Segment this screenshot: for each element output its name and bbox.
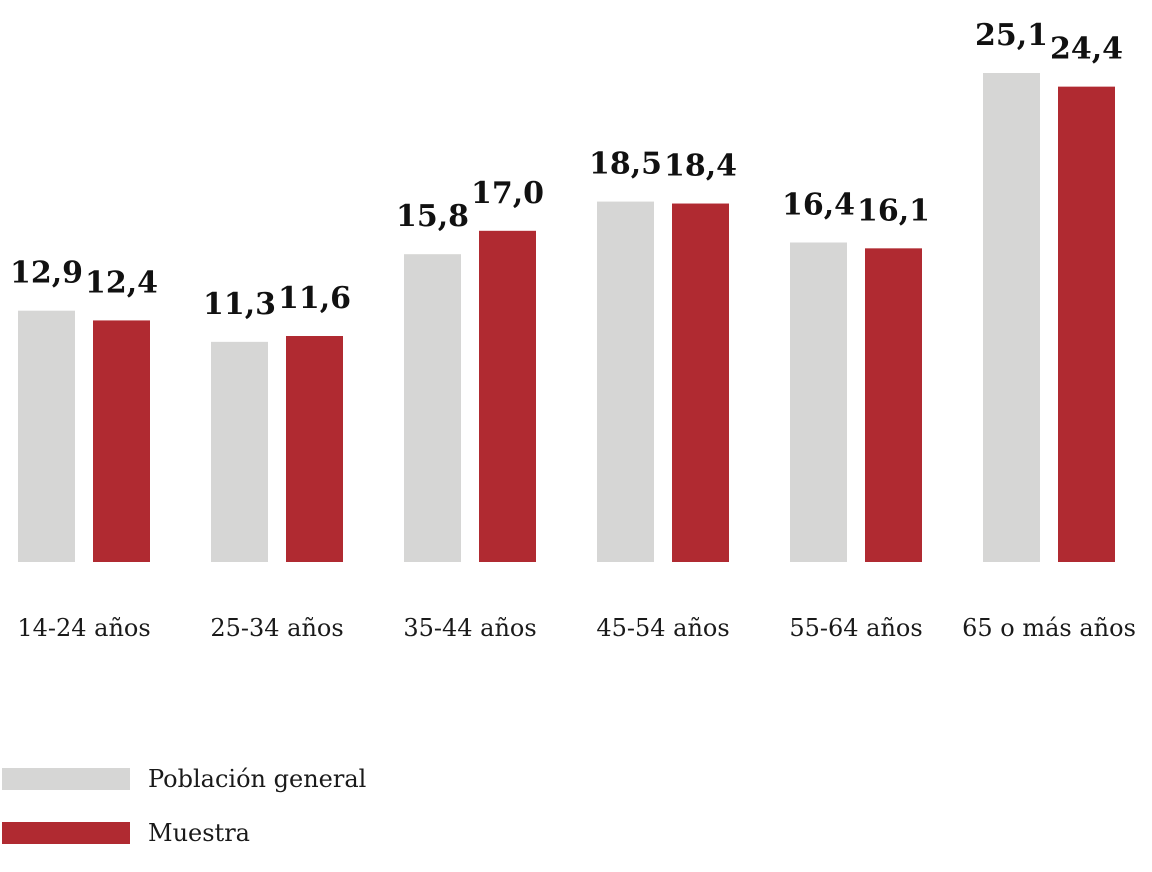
category-label-4: 55-64 años [789, 614, 922, 642]
value-label-poblacion-general-2: 15,8 [396, 199, 469, 234]
value-label-poblacion-general-0: 12,9 [10, 256, 83, 291]
category-label-0: 14-24 años [17, 614, 150, 642]
category-label-1: 25-34 años [210, 614, 343, 642]
legend-label-poblacion-general: Población general [148, 765, 367, 793]
bar-chart: 12,9 12,4 14-24 años 11,3 11,6 25-34 años 15,8… [10, 18, 1136, 642]
value-label-muestra-5: 24,4 [1050, 32, 1123, 67]
bar-poblacion-general-0 [18, 310, 75, 562]
bar-poblacion-general-5 [983, 73, 1040, 562]
category-label-3: 45-54 años [596, 614, 729, 642]
legend-label-muestra: Muestra [148, 819, 250, 847]
chart-legend: Población general Muestra [2, 764, 366, 872]
category-label-2: 35-44 años [403, 614, 536, 642]
legend-swatch-muestra [2, 822, 130, 844]
bar-poblacion-general-3 [597, 201, 654, 563]
value-label-poblacion-general-3: 18,5 [589, 147, 662, 182]
bar-muestra-5 [1058, 86, 1115, 562]
bar-muestra-2 [479, 230, 536, 562]
value-label-muestra-0: 12,4 [85, 265, 158, 300]
bar-poblacion-general-1 [211, 341, 268, 562]
bar-muestra-3 [672, 203, 729, 562]
value-label-muestra-2: 17,0 [471, 176, 544, 211]
legend-swatch-poblacion-general [2, 768, 130, 790]
value-label-muestra-3: 18,4 [664, 149, 737, 184]
value-label-poblacion-general-1: 11,3 [203, 287, 276, 322]
category-label-5: 65 o más años [962, 614, 1136, 642]
bar-muestra-1 [286, 336, 343, 562]
legend-item-poblacion-general: Población general [2, 764, 366, 794]
bar-muestra-4 [865, 248, 922, 563]
bar-muestra-0 [93, 320, 150, 562]
value-label-muestra-4: 16,1 [857, 193, 930, 228]
value-label-poblacion-general-4: 16,4 [782, 187, 855, 222]
value-label-poblacion-general-5: 25,1 [975, 18, 1048, 53]
bar-poblacion-general-4 [790, 242, 847, 562]
value-label-muestra-1: 11,6 [278, 281, 351, 316]
legend-item-muestra: Muestra [2, 818, 366, 848]
bar-poblacion-general-2 [404, 254, 461, 562]
